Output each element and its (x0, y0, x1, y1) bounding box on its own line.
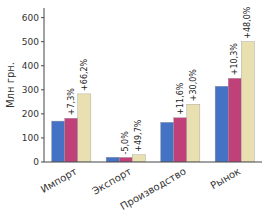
y-tick-label: 100 (22, 133, 39, 143)
x-tick-label: Производство (118, 165, 188, 212)
y-axis-label: Млн грн. (5, 62, 16, 108)
annotation: +11,6% (176, 82, 185, 115)
y-tick-label: 300 (22, 85, 39, 95)
bar (119, 157, 132, 162)
annotation: +66,2% (80, 58, 89, 91)
y-tick (41, 41, 44, 42)
bar (215, 86, 228, 162)
y-axis-line (44, 8, 45, 162)
bar (187, 104, 200, 162)
annotation: +48,0% (243, 6, 252, 39)
bar (78, 94, 91, 162)
x-axis-line (44, 162, 262, 163)
bars (52, 42, 255, 162)
x-tick-label: Рынок (209, 165, 243, 191)
y-tick (41, 17, 44, 18)
x-tick-label: Экспорт (90, 165, 133, 196)
bar (65, 118, 78, 162)
bar (52, 121, 65, 162)
annotation: +10,3% (230, 43, 239, 76)
annotation: +49,7% (134, 119, 143, 152)
chart: +7,3% -5,0% +11,6% +10,3% +66,2% +49,7% +30,0%… (0, 0, 270, 220)
y-tick-label: 200 (22, 109, 39, 119)
y-tick-label: 500 (22, 37, 39, 47)
bar (132, 155, 145, 162)
y-tick-label: 0 (33, 157, 39, 167)
annotation: -5,0% (121, 131, 130, 155)
y-tick (41, 137, 44, 138)
bar (228, 78, 241, 162)
annotation: +30,0% (189, 69, 198, 102)
bar (161, 122, 174, 162)
annotation: +7,3% (67, 88, 76, 115)
y-tick-label: 600 (22, 13, 39, 23)
bar (174, 118, 187, 162)
y-tick (41, 113, 44, 114)
y-tick (41, 89, 44, 90)
x-tick-label: Импорт (39, 165, 79, 195)
y-tick-label: 400 (22, 61, 39, 71)
y-tick (41, 162, 44, 163)
bar (106, 157, 119, 162)
y-tick (41, 65, 44, 66)
chart-container: +7,3% -5,0% +11,6% +10,3% +66,2% +49,7% +30,0%… (0, 0, 270, 220)
bar (241, 42, 254, 162)
